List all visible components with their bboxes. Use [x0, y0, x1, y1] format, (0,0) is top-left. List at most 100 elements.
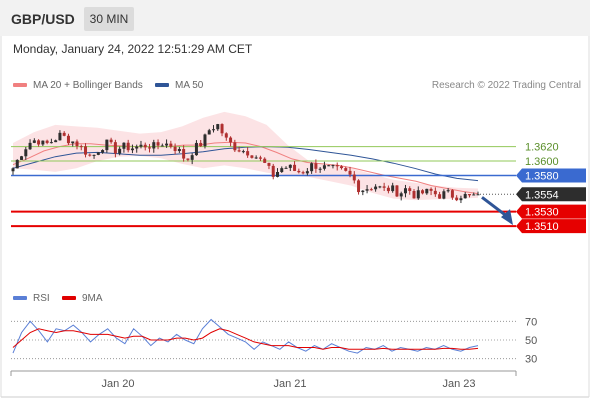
candle-body — [177, 149, 181, 152]
candle-body — [369, 189, 373, 191]
candle-body — [88, 154, 92, 156]
candle-body — [173, 146, 177, 152]
nine-ma-line — [12, 328, 479, 350]
forecast-arrow — [481, 196, 513, 226]
candle-body — [280, 168, 284, 172]
candle-body — [241, 151, 245, 153]
x-axis: Jan 20 Jan 21 Jan 23 — [0, 36, 590, 398]
candle-body — [45, 140, 49, 143]
x-tick-jan-20: Jan 20 — [101, 378, 134, 390]
candle-body — [79, 146, 83, 148]
bollinger-band-area — [13, 111, 478, 201]
candle-body — [438, 194, 442, 199]
candle-body — [348, 170, 352, 175]
candle-body — [258, 157, 262, 159]
datetime-label: Monday, January 24, 2022 12:51:29 AM CET — [13, 42, 253, 56]
forecast-arrow-head — [501, 209, 513, 226]
rsi-tick-70: 70 — [525, 316, 537, 328]
candle-body — [160, 145, 164, 147]
candle-body — [314, 163, 318, 169]
candle-body — [433, 190, 437, 195]
candle-body — [250, 155, 254, 158]
candle-body — [288, 164, 292, 168]
price-level-tags: 1.3620 1.3600 1.3580 1.3554 1.3530 1.3510 — [516, 142, 586, 234]
candle-body — [41, 140, 45, 145]
x-tick-jan-21: Jan 21 — [273, 378, 306, 390]
candle-body — [412, 191, 416, 199]
level-label-1-3620: 1.3620 — [525, 142, 559, 154]
research-credit: Research © 2022 Trading Central — [431, 80, 581, 91]
candle-body — [442, 191, 446, 199]
candle-body — [186, 158, 190, 160]
candle-body — [109, 139, 113, 143]
candle-body — [169, 143, 173, 147]
candle-body — [54, 140, 58, 143]
candle-body — [49, 142, 53, 144]
candle-body — [263, 158, 267, 163]
candle-body — [305, 171, 309, 174]
forecast-arrow-shaft — [481, 196, 509, 219]
candle-body — [71, 141, 75, 144]
legend-ma20-label: MA 20 + Bollinger Bands — [33, 80, 143, 91]
legend-9ma-label: 9MA — [82, 293, 103, 304]
candle-body — [216, 124, 220, 130]
candle-body — [386, 187, 390, 192]
candle-body — [113, 142, 117, 154]
rsi-tick-50: 50 — [525, 335, 537, 347]
level-tag-bg-1-3510 — [516, 219, 586, 234]
candle-body — [425, 188, 429, 194]
candle-body — [11, 168, 15, 172]
bollinger-bands — [13, 111, 478, 201]
candle-body — [357, 180, 361, 193]
level-label-1-3580: 1.3580 — [525, 171, 559, 183]
nine-ma-swatch — [62, 296, 76, 301]
candle-body — [156, 142, 160, 146]
candle-body — [152, 142, 156, 149]
candle-body — [194, 142, 198, 156]
candle-body — [429, 188, 433, 191]
candle-body — [96, 152, 100, 155]
candle-body — [66, 135, 70, 144]
candle-body — [246, 151, 250, 156]
candle-body — [374, 186, 378, 190]
candle-body — [331, 165, 335, 167]
ma50-line — [12, 146, 479, 182]
moving-averages — [12, 141, 479, 195]
rsi-panel: 70 50 30 — [11, 316, 537, 366]
candle-body — [126, 142, 130, 151]
candle-body — [254, 157, 258, 159]
candle-body — [20, 156, 24, 160]
candle-body — [32, 140, 36, 143]
candle-body — [408, 188, 412, 192]
timeframe-button[interactable]: 30 MIN — [84, 7, 134, 31]
candle-body — [416, 190, 420, 199]
candle-body — [92, 154, 96, 156]
candle-body — [122, 142, 126, 149]
candle-body — [335, 165, 339, 167]
candle-body — [455, 197, 459, 201]
candle-body — [382, 186, 386, 188]
candle-body — [310, 163, 314, 172]
candle-body — [403, 188, 407, 194]
candle-body — [139, 144, 143, 147]
candle-body — [84, 146, 88, 155]
legend-ma50-label: MA 50 — [175, 80, 204, 91]
ma50-swatch — [155, 83, 169, 88]
legend-ma20: MA 20 + Bollinger Bands — [13, 80, 143, 91]
candle-body — [378, 186, 382, 188]
candle-body — [395, 185, 399, 197]
level-label-1-3554: 1.3554 — [525, 189, 559, 201]
level-tag-bg-1-3530 — [516, 204, 586, 219]
candle-body — [275, 171, 279, 177]
candle-body — [118, 148, 122, 154]
candle-body — [165, 143, 169, 146]
candle-body — [105, 139, 109, 151]
candle-body — [182, 149, 186, 159]
x-tick-jan-23: Jan 23 — [442, 378, 475, 390]
candle-body — [58, 132, 62, 141]
candle-body — [229, 137, 233, 143]
candle-body — [190, 155, 194, 160]
candle-body — [391, 185, 395, 192]
ma20-line — [12, 141, 479, 195]
